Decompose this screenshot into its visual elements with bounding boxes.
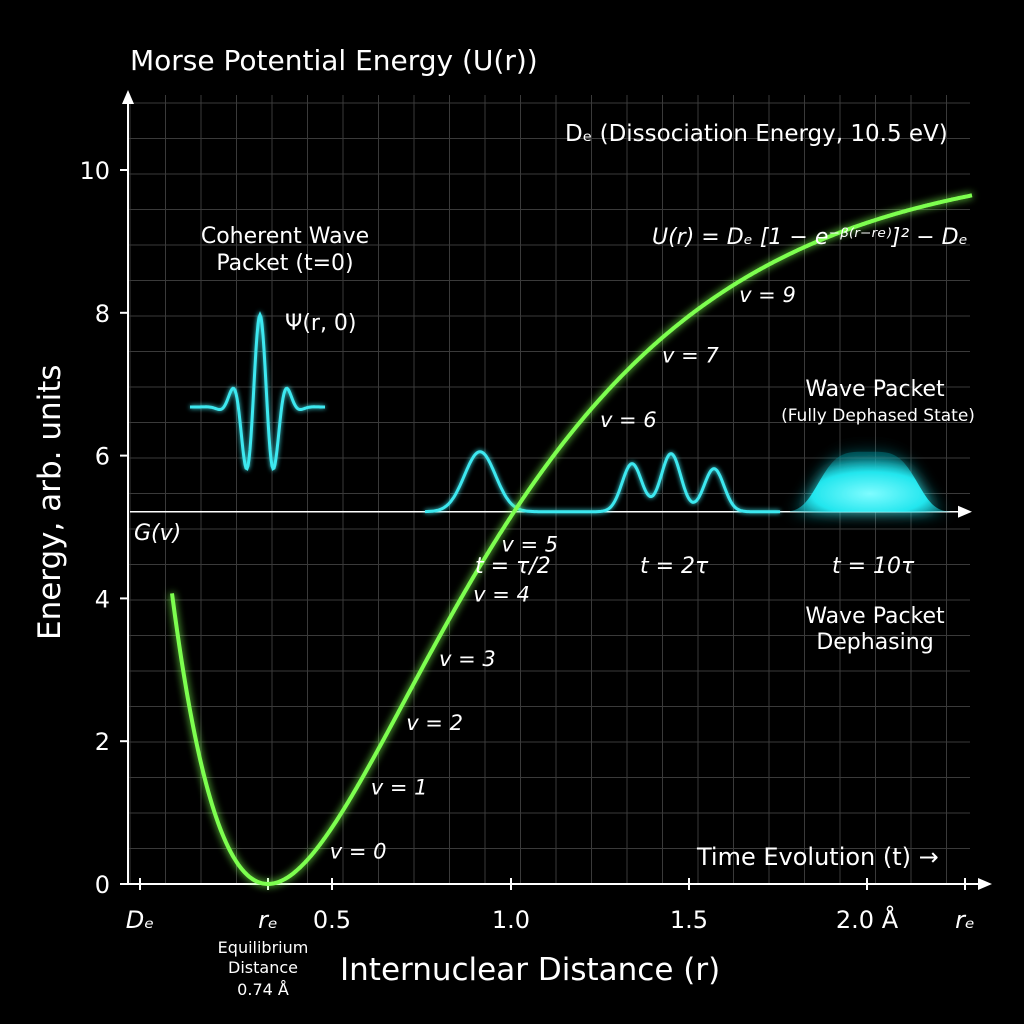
y-tick-label: 2 bbox=[95, 728, 110, 756]
wave-packets bbox=[190, 311, 950, 514]
y-tick-label: 10 bbox=[79, 157, 110, 185]
x-axis-arrow bbox=[978, 878, 992, 890]
packet-t0 bbox=[190, 311, 325, 471]
y-axis-arrow bbox=[122, 90, 134, 104]
dissociation-label: Dₑ (Dissociation Energy, 10.5 eV) bbox=[565, 121, 948, 147]
packet-fully-dephased bbox=[790, 451, 950, 512]
x-tick-label: rₑ bbox=[258, 906, 278, 934]
dephasing-label-line2: Dephasing bbox=[816, 630, 933, 655]
equilibrium-label-line3: 0.74 Å bbox=[237, 980, 289, 999]
grid-lines bbox=[128, 95, 970, 884]
gv-label: G(v) bbox=[134, 521, 181, 546]
coherent-label-line2: Packet (t=0) bbox=[216, 251, 353, 276]
coherent-label-line1: Coherent Wave bbox=[201, 224, 369, 249]
wave-packet-subtitle: (Fully Dephased State) bbox=[781, 406, 975, 426]
equilibrium-label-line1: Equilibrium bbox=[218, 938, 309, 957]
time-label-10-tau: t = 10τ bbox=[832, 554, 915, 579]
y-axis-label: Energy, arb. units bbox=[32, 364, 68, 640]
x-tick-label: Dₑ bbox=[126, 906, 155, 934]
potential-curve bbox=[170, 193, 973, 886]
time-label-half-tau: t = τ/2 bbox=[475, 554, 551, 579]
y-tick-label: 0 bbox=[95, 871, 110, 899]
formula-label: U(r) = Dₑ [1 − e⁻ᵝ⁽ʳ⁻ʳᵉ⁾]² − Dₑ bbox=[652, 225, 968, 250]
x-tick-label: 1.0 bbox=[492, 906, 530, 934]
psi-label: Ψ(r, 0) bbox=[285, 311, 357, 336]
time-axis-arrow bbox=[958, 505, 972, 518]
energy-level-label: v = 2 bbox=[406, 711, 463, 735]
y-tick-label: 6 bbox=[95, 443, 110, 471]
chart-title: Morse Potential Energy (U(r)) bbox=[130, 44, 538, 77]
time-label-2-tau: t = 2τ bbox=[640, 554, 709, 579]
wave-packet-title: Wave Packet bbox=[805, 377, 945, 402]
axes: 0 2 4 6 8 10 Dₑ rₑ 0.5 1.0 1.5 2.0 Å rₑ bbox=[79, 90, 992, 934]
energy-level-label: v = 3 bbox=[439, 647, 496, 671]
x-tick-label: 2.0 Å bbox=[836, 905, 899, 934]
packet-dephasing-curve bbox=[425, 450, 780, 514]
y-tick-label: 8 bbox=[95, 300, 110, 328]
energy-level-label: v = 0 bbox=[330, 840, 387, 864]
x-tick-label: 0.5 bbox=[313, 906, 351, 934]
y-tick-label: 4 bbox=[95, 585, 110, 613]
time-evolution-label: Time Evolution (t) → bbox=[696, 843, 939, 871]
energy-level-label: v = 6 bbox=[600, 408, 657, 432]
x-tick-label: rₑ bbox=[955, 906, 975, 934]
energy-level-label: v = 1 bbox=[371, 775, 428, 799]
dephasing-label-line1: Wave Packet bbox=[805, 604, 945, 629]
x-tick-label: 1.5 bbox=[670, 906, 708, 934]
energy-level-label: v = 4 bbox=[473, 583, 530, 607]
potential-curve-group bbox=[170, 193, 973, 886]
energy-level-label: v = 9 bbox=[739, 283, 796, 307]
energy-level-label: v = 5 bbox=[501, 533, 558, 557]
energy-level-label: v = 7 bbox=[662, 344, 719, 368]
equilibrium-label-line2: Distance bbox=[228, 958, 298, 977]
x-axis-label: Internuclear Distance (r) bbox=[340, 952, 720, 988]
